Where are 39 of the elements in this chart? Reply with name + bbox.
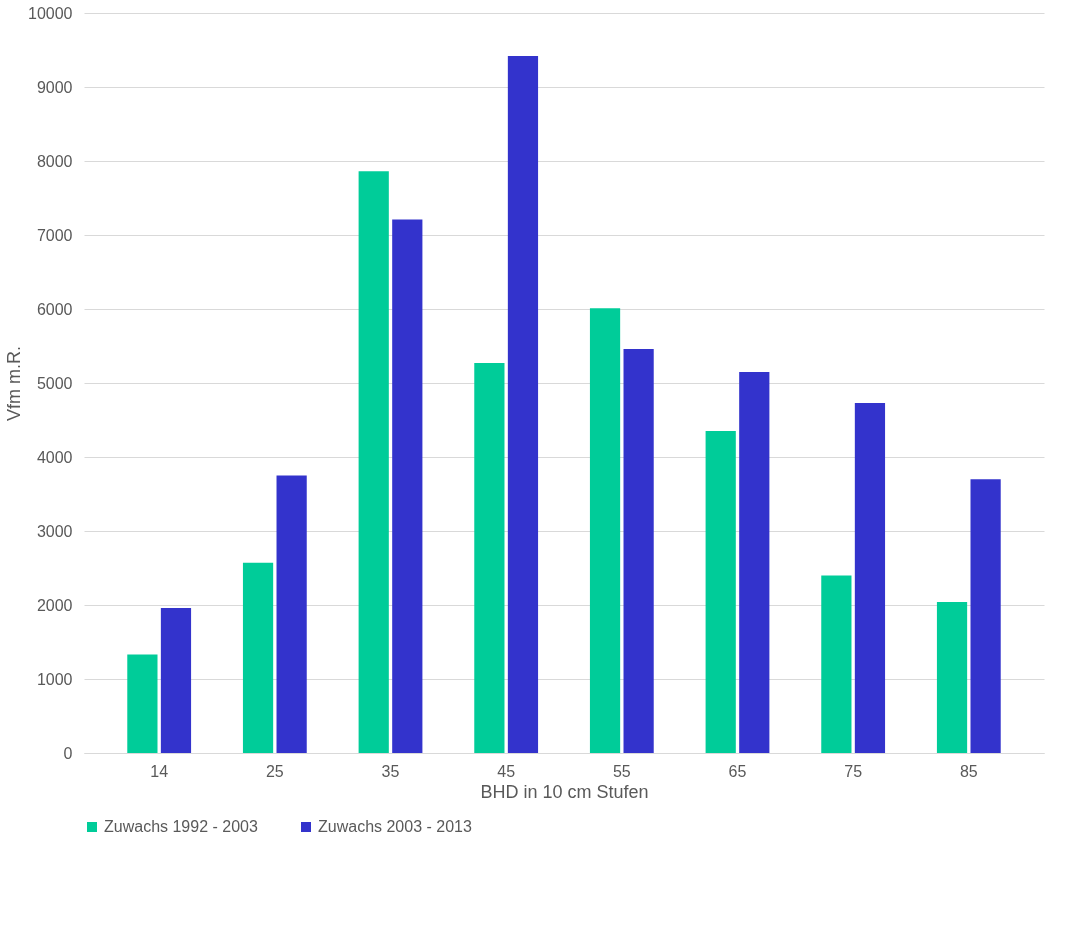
y-tick-label: 0 bbox=[63, 744, 73, 762]
y-tick-label: 2000 bbox=[36, 596, 73, 614]
legend-label: Zuwachs 2003 - 2013 bbox=[318, 818, 472, 835]
bar bbox=[358, 171, 389, 753]
x-tick-label: 65 bbox=[728, 762, 747, 780]
bar bbox=[970, 479, 1001, 753]
bar bbox=[392, 219, 423, 753]
x-tick-label: 25 bbox=[265, 762, 284, 780]
x-tick-label: 85 bbox=[959, 762, 978, 780]
bar bbox=[507, 55, 539, 753]
bar bbox=[242, 562, 274, 753]
bar bbox=[623, 348, 654, 753]
x-tick-label: 35 bbox=[381, 762, 400, 780]
bar bbox=[821, 575, 852, 753]
y-tick-label: 1000 bbox=[36, 670, 73, 688]
legend-label: Zuwachs 1992 - 2003 bbox=[104, 818, 258, 835]
x-tick-label: 45 bbox=[497, 762, 516, 780]
y-tick-label: 6000 bbox=[36, 300, 73, 318]
y-tick-label: 8000 bbox=[36, 152, 73, 170]
x-tick-label: 75 bbox=[844, 762, 863, 780]
y-tick-label: 3000 bbox=[36, 522, 73, 540]
x-tick-label: 55 bbox=[612, 762, 631, 780]
bar bbox=[276, 475, 307, 753]
bar bbox=[589, 308, 621, 753]
bar bbox=[739, 371, 770, 753]
y-tick-label: 4000 bbox=[36, 448, 73, 466]
bar bbox=[936, 602, 968, 753]
x-tick-label: 14 bbox=[150, 762, 169, 780]
bar bbox=[474, 363, 505, 753]
y-axis-title: Vfm m.R. bbox=[4, 346, 25, 421]
x-axis-title: BHD in 10 cm Stufen bbox=[480, 781, 649, 802]
bar bbox=[127, 654, 158, 753]
y-tick-label: 7000 bbox=[36, 226, 73, 244]
bar bbox=[854, 402, 886, 753]
y-tick-label: 5000 bbox=[36, 374, 73, 392]
y-tick-label: 9000 bbox=[36, 78, 73, 96]
bar bbox=[160, 607, 192, 753]
y-tick-label: 10000 bbox=[28, 4, 73, 22]
bar bbox=[705, 431, 736, 753]
